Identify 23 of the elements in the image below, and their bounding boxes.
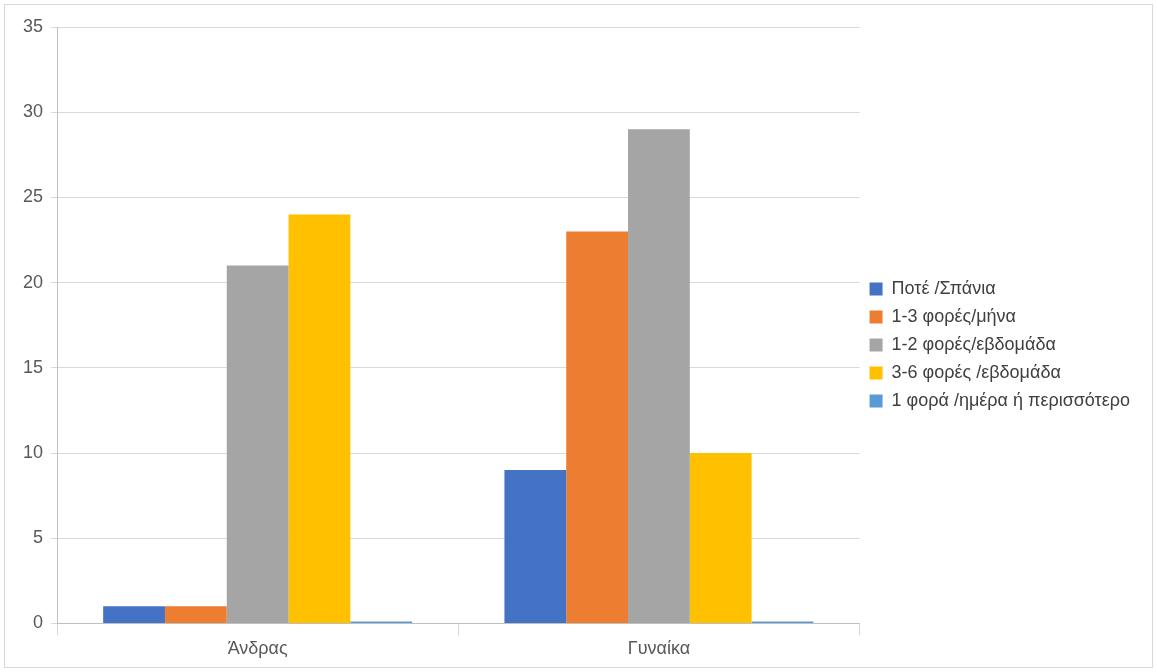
- y-tick-label: 20: [22, 271, 44, 292]
- legend-label: 1-2 φορές/εβδομάδα: [891, 333, 1056, 354]
- y-tick-label: 30: [22, 101, 44, 122]
- y-tick-label: 15: [22, 356, 44, 377]
- legend-label: 1 φορά /ημέρα ή περισσότερο: [891, 389, 1131, 410]
- legend-label: 1-3 φορές/μήνα: [891, 305, 1016, 326]
- bar: [566, 231, 629, 623]
- y-tick-label: 5: [33, 527, 44, 548]
- bar: [103, 606, 165, 623]
- bar: [628, 129, 690, 623]
- x-tick-label: Γυναίκα: [627, 638, 691, 659]
- y-tick-label: 25: [22, 186, 44, 207]
- bar: [226, 265, 289, 623]
- bar: [288, 214, 351, 623]
- x-tick-label: Άνδρας: [227, 638, 288, 659]
- y-tick-label: 0: [33, 612, 44, 633]
- bar: [689, 453, 752, 623]
- legend-label: 3-6 φορές /εβδομάδα: [891, 361, 1061, 382]
- y-tick-label: 10: [22, 441, 44, 462]
- bar: [504, 470, 567, 623]
- legend-label: Ποτέ /Σπάνια: [891, 277, 996, 298]
- bar: [164, 606, 227, 623]
- y-tick-label: 35: [22, 15, 44, 36]
